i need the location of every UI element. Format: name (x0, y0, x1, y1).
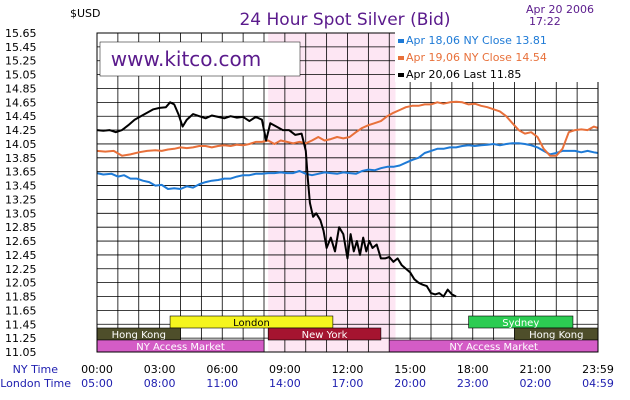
ny-time-tick: 23:59 (582, 363, 614, 376)
y-tick-label: 12.85 (5, 221, 37, 234)
y-tick-label: 13.45 (5, 180, 37, 193)
plot-border (96, 32, 599, 353)
legend-entry: Apr 18,06 NY Close 13.81 (406, 34, 547, 47)
london-time-tick: 14:00 (269, 377, 301, 390)
y-tick-labels: 15.6515.4515.2515.0514.8514.6514.4514.25… (5, 27, 37, 359)
ny-time-tick: 21:00 (520, 363, 552, 376)
y-tick-label: 15.65 (5, 27, 37, 40)
london-time-tick: 08:00 (144, 377, 176, 390)
london-time-tick: 17:00 (332, 377, 364, 390)
y-tick-label: 11.05 (5, 346, 37, 359)
legend: Apr 18,06 NY Close 13.81 Apr 19,06 NY Clo… (398, 34, 547, 81)
ny-time-tick: 18:00 (457, 363, 489, 376)
ny-time-tick: 12:00 (332, 363, 364, 376)
y-tick-label: 13.25 (5, 193, 37, 206)
unit-label: $USD (70, 7, 101, 20)
chart-time: 17:22 (529, 15, 561, 28)
y-tick-label: 15.05 (5, 69, 37, 82)
session-label: Sydney (502, 318, 539, 329)
y-tick-label: 11.45 (5, 318, 37, 331)
y-tick-label: 11.85 (5, 291, 37, 304)
legend-entry: Apr 20,06 Last 11.85 (406, 68, 521, 81)
watermark-box (99, 41, 301, 77)
shaded-ny-hours (268, 33, 396, 352)
price-series (96, 100, 599, 298)
y-tick-label: 13.65 (5, 166, 37, 179)
session-label: NY Access Market (449, 342, 538, 353)
series-line (96, 101, 457, 298)
series-line (96, 100, 599, 157)
legend-swatch (398, 56, 404, 60)
legend-swatch (398, 73, 404, 77)
ny-time-tick: 03:00 (144, 363, 176, 376)
y-tick-label: 12.45 (5, 249, 37, 262)
session-label: London (233, 318, 270, 329)
y-tick-label: 14.25 (5, 124, 37, 137)
session-label: Hong Kong (112, 330, 166, 341)
y-tick-label: 11.65 (5, 304, 37, 317)
y-tick-label: 13.85 (5, 152, 37, 165)
london-time-tick: 23:00 (457, 377, 489, 390)
london-time-label: London Time (0, 377, 71, 390)
chart-title: 24 Hour Spot Silver (Bid) (239, 10, 450, 30)
y-tick-label: 11.25 (5, 332, 37, 345)
y-tick-label: 15.25 (5, 55, 37, 68)
y-tick-label: 12.65 (5, 235, 37, 248)
session-label: New York (302, 330, 348, 341)
y-tick-label: 13.05 (5, 207, 37, 220)
y-tick-label: 14.85 (5, 82, 37, 95)
session-label: NY Access Market (136, 342, 225, 353)
y-tick-label: 15.45 (5, 41, 37, 54)
legend-box (395, 30, 599, 82)
london-time-tick: 02:00 (520, 377, 552, 390)
y-tick-label: 12.05 (5, 277, 37, 290)
ny-time-tick: 09:00 (269, 363, 301, 376)
session-label: Hong Kong (529, 330, 583, 341)
legend-entry: Apr 19,06 NY Close 14.54 (406, 51, 547, 64)
london-time-tick: 20:00 (394, 377, 426, 390)
y-tick-label: 12.25 (5, 263, 37, 276)
london-time-tick: 11:00 (206, 377, 238, 390)
watermark: www.kitco.com (111, 47, 262, 71)
london-time-tick: 04:59 (582, 377, 614, 390)
y-tick-label: 14.05 (5, 138, 37, 151)
series-line (96, 142, 599, 190)
ny-time-tick: 15:00 (394, 363, 426, 376)
london-time-tick: 05:00 (81, 377, 113, 390)
y-tick-label: 14.65 (5, 96, 37, 109)
legend-swatch (398, 39, 404, 43)
session-bar (169, 315, 334, 329)
chart-date: Apr 20 2006 (526, 3, 594, 16)
ny-time-label: NY Time (13, 363, 59, 376)
ny-time-tick: 06:00 (206, 363, 238, 376)
ny-time-tick: 00:00 (81, 363, 113, 376)
session-bar (267, 327, 382, 341)
y-tick-label: 14.45 (5, 110, 37, 123)
